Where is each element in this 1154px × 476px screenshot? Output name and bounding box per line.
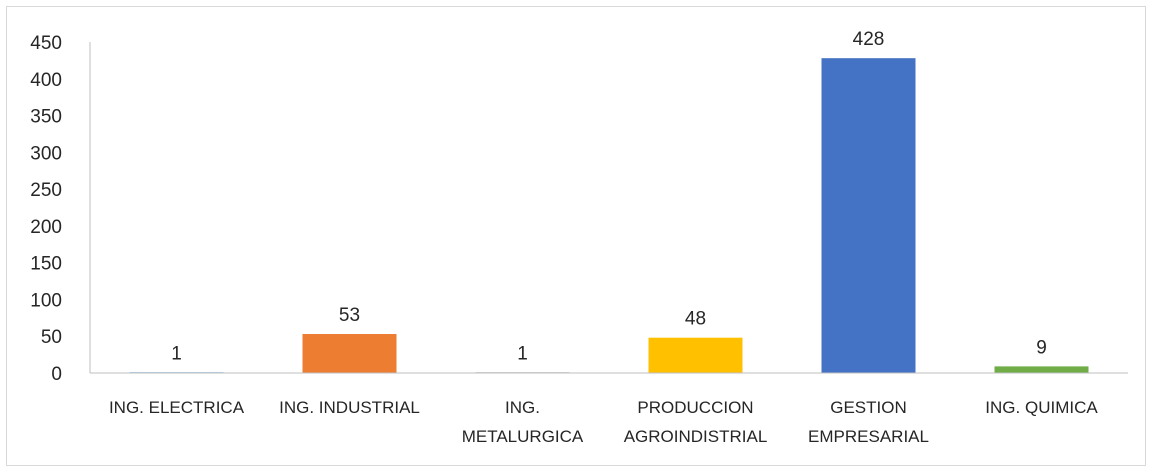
category-label: AGROINDISTRIAL (624, 427, 768, 446)
y-tick-label: 300 (30, 143, 62, 164)
category-label: ING. ELECTRICA (109, 398, 245, 417)
y-tick-label: 200 (30, 217, 62, 238)
y-tick-label: 150 (30, 254, 62, 275)
data-label: 53 (339, 305, 360, 326)
bar (302, 334, 397, 373)
category-label: PRODUCCION (637, 398, 753, 417)
data-label: 9 (1036, 337, 1047, 358)
y-tick-label: 400 (30, 70, 62, 91)
data-label: 1 (171, 343, 182, 364)
data-label: 428 (853, 29, 885, 50)
y-tick-label: 100 (30, 290, 62, 311)
y-axis-ticks: 0 50 100 150 200 250 300 350 400 450 (30, 33, 62, 385)
category-label: METALURGICA (462, 427, 584, 446)
y-tick-label: 250 (30, 180, 62, 201)
bar (994, 366, 1089, 373)
category-label: ING. QUIMICA (985, 398, 1098, 417)
data-label: 48 (685, 309, 706, 330)
y-tick-label: 0 (51, 364, 62, 385)
bar (648, 337, 743, 373)
bars-group (129, 58, 1089, 373)
category-label: GESTION (830, 398, 907, 417)
category-label: ING. INDUSTRIAL (279, 398, 420, 417)
data-labels-group: 1 53 1 48 428 9 (171, 29, 1047, 364)
y-tick-label: 350 (30, 107, 62, 128)
category-labels-group: ING. ELECTRICA ING. INDUSTRIAL ING. METALUR… (109, 398, 1098, 446)
bar (821, 58, 916, 373)
category-label: EMPRESARIAL (808, 427, 929, 446)
category-label: ING. (505, 398, 540, 417)
y-tick-label: 450 (30, 33, 62, 54)
data-label: 1 (517, 343, 528, 364)
chart-frame (6, 6, 1146, 466)
y-tick-label: 50 (41, 327, 62, 348)
